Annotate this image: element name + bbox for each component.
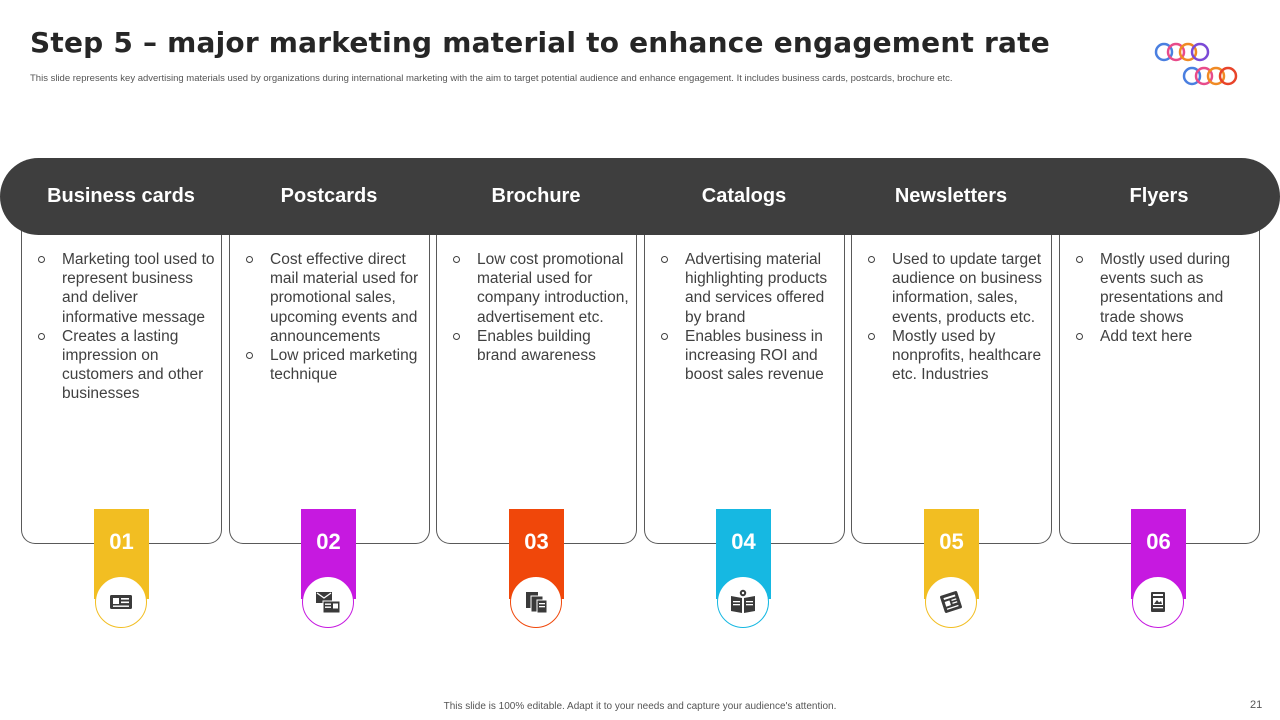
column-title-newsletters: Newsletters: [894, 185, 1008, 207]
bullet-item: Enables business in increasing ROI and b…: [659, 327, 839, 385]
column-title-flyers: Flyers: [1129, 185, 1189, 207]
column-title-postcards: Postcards: [280, 185, 378, 207]
bullet-item: Enables building brand awareness: [451, 327, 631, 365]
brochure-icon-circle: [510, 576, 562, 628]
flyer-icon: [1151, 592, 1165, 612]
slide-title: Step 5 – major marketing material to enh…: [30, 26, 1050, 59]
card-newsletters: Used to update target audience on busine…: [851, 228, 1052, 544]
step-number: 05: [939, 529, 964, 554]
postcard-icon: [316, 592, 341, 614]
bullet-item: Mostly used by nonprofits, healthcare et…: [866, 327, 1046, 385]
postcard-icon-circle: [302, 576, 354, 628]
catalog-icon-circle: [717, 576, 769, 628]
page-number: 21: [1250, 699, 1263, 711]
bullet-item: Creates a lasting impression on customer…: [36, 327, 216, 404]
header-bar: [0, 158, 1280, 235]
newsletter-icon-circle: [925, 576, 977, 628]
column-title-brochure: Brochure: [491, 185, 581, 207]
card-catalogs: Advertising material highlighting produc…: [644, 228, 845, 544]
column-title-catalogs: Catalogs: [701, 185, 787, 207]
step-number: 01: [109, 529, 134, 554]
slide-subtitle: This slide represents key advertising ma…: [30, 73, 953, 84]
bullet-item: Add text here: [1074, 327, 1254, 346]
bullet-item: Advertising material highlighting produc…: [659, 250, 839, 327]
brand-logo-icon: [1154, 42, 1238, 86]
catalog-icon: [731, 589, 755, 613]
business-card-icon: [110, 595, 132, 609]
card-business-cards: Marketing tool used to represent busines…: [21, 228, 222, 544]
bullet-item: Used to update target audience on busine…: [866, 250, 1046, 327]
newsletter-icon: [940, 591, 962, 613]
flyer-icon-circle: [1132, 576, 1184, 628]
card-flyers: Mostly used during events such as presen…: [1059, 228, 1260, 544]
footer-note: This slide is 100% editable. Adapt it to…: [443, 701, 837, 712]
step-number: 04: [731, 529, 756, 554]
bullet-item: Low priced marketing technique: [244, 346, 424, 384]
business-card-icon-circle: [95, 576, 147, 628]
step-number: 02: [316, 529, 341, 554]
bullet-item: Mostly used during events such as presen…: [1074, 250, 1254, 327]
brochure-icon: [526, 592, 548, 614]
bullet-item: Low cost promotional material used for c…: [451, 250, 631, 327]
card-brochure: Low cost promotional material used for c…: [436, 228, 637, 544]
bullet-item: Marketing tool used to represent busines…: [36, 250, 216, 327]
step-number: 03: [524, 529, 549, 554]
step-number: 06: [1146, 529, 1171, 554]
bullet-item: Cost effective direct mail material used…: [244, 250, 424, 346]
card-postcards: Cost effective direct mail material used…: [229, 228, 430, 544]
column-title-business-cards: Business cards: [47, 185, 195, 207]
